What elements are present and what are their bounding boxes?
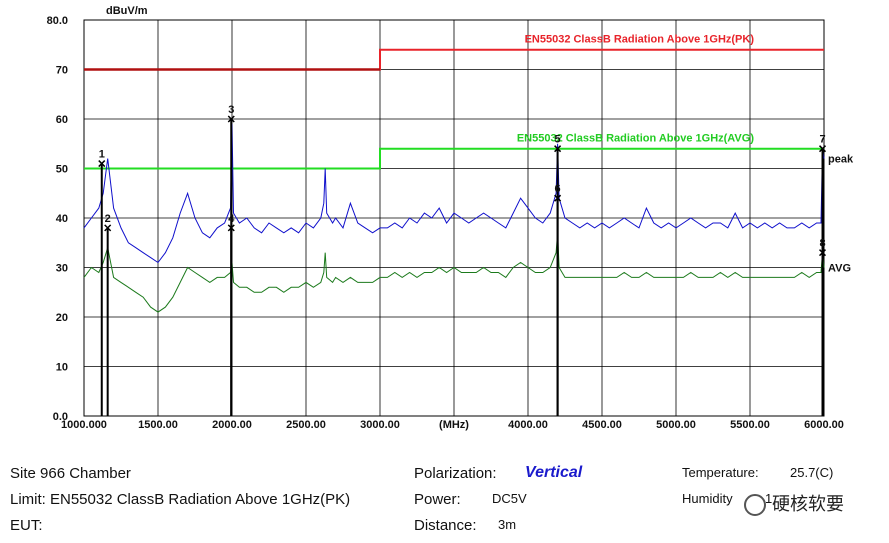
x-tick-label: 2500.00 bbox=[286, 419, 326, 431]
marker-label: 2 bbox=[105, 213, 111, 225]
series-line bbox=[83, 123, 825, 264]
distance-value: 3m bbox=[498, 517, 517, 532]
power-value: DC5V bbox=[492, 491, 527, 506]
distance-label: Distance: bbox=[414, 517, 477, 534]
marker-x bbox=[818, 145, 827, 153]
watermark-text: 硬核软要 bbox=[772, 494, 844, 514]
series-label: peak bbox=[828, 154, 854, 166]
temperature-label: Temperature: bbox=[682, 465, 759, 480]
polarization-value: Vertical bbox=[525, 464, 583, 481]
x-tick-label: 2000.00 bbox=[212, 419, 252, 431]
marker-x bbox=[227, 224, 235, 232]
polarization-label: Polarization: bbox=[414, 465, 497, 482]
wechat-icon bbox=[744, 494, 766, 517]
y-axis-unit: dBuV/m bbox=[106, 5, 148, 17]
y-tick-label: 20 bbox=[56, 312, 68, 324]
marker-x bbox=[98, 160, 106, 168]
x-tick-label: 5000.00 bbox=[656, 419, 696, 431]
watermark: 硬核软要 bbox=[744, 490, 844, 517]
x-tick-label: 4000.00 bbox=[508, 419, 548, 431]
marker-label: 5 bbox=[555, 134, 561, 146]
y-tick-label: 30 bbox=[56, 263, 68, 275]
marker-label: 3 bbox=[228, 104, 234, 116]
x-tick-label: (MHz) bbox=[439, 419, 469, 431]
x-tick-label: 5500.00 bbox=[730, 419, 770, 431]
marker-x bbox=[818, 249, 827, 257]
y-tick-label: 70 bbox=[56, 65, 68, 77]
x-tick-label: 3000.00 bbox=[360, 419, 400, 431]
series-label: AVG bbox=[828, 263, 851, 275]
marker-label: 7 bbox=[819, 134, 825, 146]
marker-label: 6 bbox=[555, 183, 561, 195]
limit-label: EN55032 ClassB Radiation Above 1GHz(PK) bbox=[525, 34, 755, 46]
y-tick-label: 60 bbox=[56, 114, 68, 126]
marker-x bbox=[554, 145, 562, 153]
site-label: Site 966 Chamber bbox=[10, 465, 131, 482]
limit-label: EN55032 ClassB Radiation Above 1GHz(AVG) bbox=[517, 133, 755, 145]
y-tick-label: 0.0 bbox=[53, 411, 68, 423]
emission-chart: 0.0 10 20 30 40 50 60 70 80.0 1000.000 1500.00 2000… bbox=[47, 5, 854, 431]
eut-label: EUT: bbox=[10, 517, 43, 534]
x-tick-label: 6000.00 bbox=[804, 419, 844, 431]
y-tick-label: 10 bbox=[56, 362, 68, 374]
power-label: Power: bbox=[414, 491, 461, 508]
y-tick-label: 50 bbox=[56, 164, 68, 176]
humidity-label: Humidity bbox=[682, 491, 733, 506]
marker-label: 4 bbox=[228, 213, 235, 225]
marker-x bbox=[554, 194, 562, 202]
marker-label: 1 bbox=[99, 149, 105, 161]
series-line bbox=[83, 232, 825, 313]
marker-x bbox=[104, 224, 112, 232]
marker-label: 8 bbox=[819, 238, 825, 250]
x-tick-label: 1000.000 bbox=[61, 419, 107, 431]
marker-x bbox=[227, 115, 235, 123]
x-tick-label: 1500.00 bbox=[138, 419, 178, 431]
y-tick-label: 80.0 bbox=[47, 15, 68, 27]
limit-label: Limit: EN55032 ClassB Radiation Above 1G… bbox=[10, 491, 351, 508]
temperature-value: 25.7(C) bbox=[790, 465, 834, 480]
y-tick-label: 40 bbox=[56, 213, 68, 225]
humidity-value: 1 bbox=[765, 491, 773, 506]
x-tick-label: 4500.00 bbox=[582, 419, 622, 431]
